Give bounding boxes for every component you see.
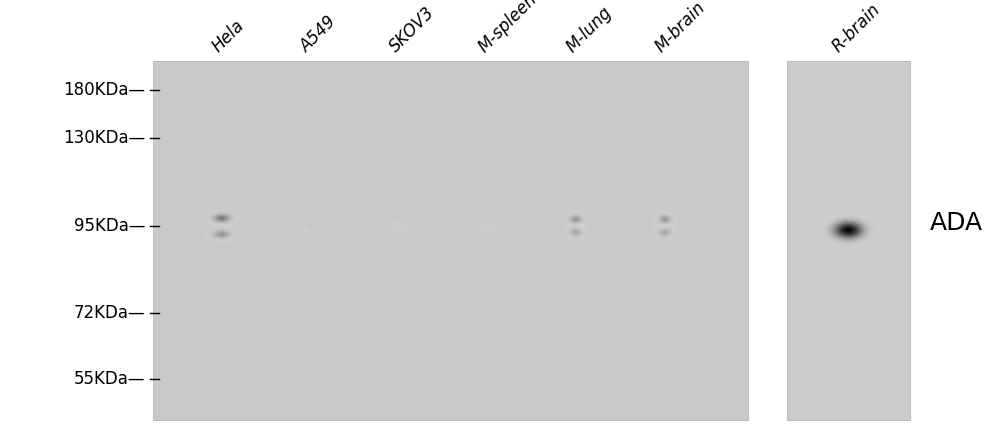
- Text: 95KDa—: 95KDa—: [74, 216, 146, 235]
- Text: 180KDa—: 180KDa—: [63, 81, 146, 99]
- Text: 55KDa—: 55KDa—: [74, 370, 146, 388]
- Text: R-brain: R-brain: [829, 1, 884, 57]
- Text: 130KDa—: 130KDa—: [63, 129, 146, 147]
- Bar: [787, 61, 910, 420]
- Text: M-spleen: M-spleen: [474, 0, 540, 57]
- Text: A549: A549: [297, 13, 340, 57]
- Text: M-brain: M-brain: [651, 0, 708, 57]
- Text: SKOV3: SKOV3: [386, 4, 438, 57]
- Text: M-lung: M-lung: [563, 4, 616, 57]
- Text: 72KDa—: 72KDa—: [74, 304, 146, 322]
- Bar: [153, 61, 748, 420]
- Text: Hela: Hela: [209, 17, 248, 57]
- Text: ADAM10: ADAM10: [930, 212, 984, 235]
- Bar: [753, 61, 787, 420]
